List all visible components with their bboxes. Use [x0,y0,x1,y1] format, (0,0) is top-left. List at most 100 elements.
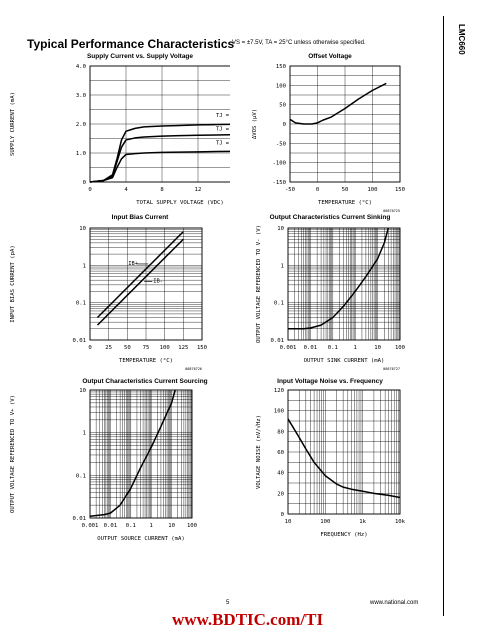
part-number-text: LMC660 [457,24,466,55]
x-tick-label: 10 [285,519,292,525]
y-tick-label: -150 [273,180,286,186]
y-tick-label: 100 [276,83,286,89]
x-tick-label: 100 [367,187,377,193]
plot-frame [89,227,203,341]
y-tick-label: 0.01 [271,338,284,344]
watermark-link[interactable]: www.BDTIC.com/TI [171,610,324,629]
x-tick-label: 8 [160,187,164,193]
series-label: TJ = 125°C [216,113,230,119]
chart-code: 00876726 [185,367,202,371]
series-label-bg [215,125,230,133]
x-tick-label: 25 [105,345,112,351]
page-section-title: Typical Performance Characteristics [27,37,235,51]
y-axis-label: SUPPLY CURRENT (mA) [10,92,16,156]
plot-frame [287,389,401,515]
annotation-ib-minus: IB- [153,279,163,285]
chart-title: Input Bias Current [111,214,169,221]
y-tick-label: 0.1 [76,301,86,307]
series-line [288,227,390,330]
y-tick-label: 50 [279,103,286,109]
y-tick-label: 10 [277,226,284,232]
x-tick-label: 1 [354,345,357,351]
chart-voltage-noise: 10 100 1k 10k 0 20 40 60 80 100 120 FREQUENCY (Hz) V… [255,388,406,538]
chart-title: Output Characteristics Current Sourcing [82,378,208,385]
series-label: TJ = 25°C [216,126,230,132]
y-tick-label: 3.0 [76,93,86,99]
x-tick-label: 100 [187,523,197,529]
page-number: 5 [226,600,230,606]
y-tick-label: 10 [79,388,86,394]
y-axis-label: OUTPUT VOLTAGE REFERENCED TO V+ (V) [10,395,16,513]
x-tick-label: 125 [178,345,188,351]
series-line [89,134,230,183]
series-label: TJ = -55°C [216,140,230,146]
series-line [287,418,401,499]
y-tick-label: 80 [277,429,284,435]
x-tick-label: -50 [285,187,295,193]
chart-offset-voltage: -50 0 50 100 150 -150 -100 -50 0 50 100 150 TEMPERAT… [252,64,405,213]
y-tick-label: 4.0 [76,64,86,70]
series-label-bg [215,139,230,147]
x-tick-label: 0.01 [104,523,117,529]
plot-frame [89,65,230,183]
y-tick-label: 1 [83,431,86,437]
y-tick-label: 100 [274,409,284,415]
y-axis-label: INPUT BIAS CURRENT (pA) [10,245,16,322]
series-label-bg [215,111,230,119]
x-tick-label: 1k [359,519,366,525]
x-tick-label: 12 [195,187,202,193]
y-tick-label: 1 [281,263,284,269]
series-line [96,231,184,319]
series-line [96,238,184,326]
y-tick-label: -50 [276,141,286,147]
y-tick-label: 0 [83,180,86,186]
x-tick-label: 0.01 [304,345,317,351]
y-axis-label: VOLTAGE NOISE (nV/√Hz) [255,415,262,489]
x-tick-label: 100 [160,345,170,351]
chart-title: Input Voltage Noise vs. Frequency [277,378,383,385]
series-line [289,82,387,125]
x-tick-label: 0 [88,345,91,351]
x-tick-label: 150 [197,345,207,351]
x-tick-label: 0.001 [82,523,99,529]
y-tick-label: 60 [277,450,284,456]
y-tick-label: 40 [277,471,284,477]
y-axis-label: OUTPUT VOLTAGE REFERENCED TO V- (V) [256,225,262,343]
plot-frame [89,389,193,519]
y-tick-label: 0.1 [274,301,284,307]
x-tick-label: 150 [395,187,405,193]
x-tick-label: 10 [168,523,175,529]
y-tick-label: -100 [273,161,286,167]
x-axis-label: TOTAL SUPPLY VOLTAGE (VDC) [136,200,224,206]
y-tick-label: 120 [274,388,284,394]
y-tick-label: 2.0 [76,122,86,128]
x-axis-label: TEMPERATURE (°C) [318,200,372,206]
chart-title: Supply Current vs. Supply Voltage [86,53,194,60]
y-tick-label: 0 [283,122,286,128]
y-tick-label: 1 [83,263,86,269]
chart-code: 00876727 [383,367,400,371]
annotation-ib-plus: IB+ [128,261,138,267]
x-tick-label: 4 [124,187,128,193]
plot-frame [289,65,401,183]
page-divider [443,16,444,616]
x-axis-label: FREQUENCY (Hz) [320,532,367,538]
footer-url[interactable]: www.national.com [370,600,419,606]
y-tick-label: 10 [79,226,86,232]
x-tick-label: 0.1 [126,523,136,529]
x-tick-label: 50 [124,345,131,351]
x-tick-label: 1 [150,523,153,529]
y-tick-label: 0.1 [76,473,86,479]
chart-title: Output Characteristics Current Sinking [269,214,391,221]
y-axis-label: ΔVOS (μV) [252,109,258,139]
x-axis-label: TEMPERATURE (°C) [119,358,173,364]
plot-frame [287,227,401,341]
x-tick-label: 0 [316,187,319,193]
x-tick-label: 0.001 [280,345,297,351]
x-tick-label: 100 [320,519,330,525]
test-conditions: VS = ±7.5V, TA = 25°C unless otherwise s… [232,40,366,46]
series-line [89,389,176,517]
